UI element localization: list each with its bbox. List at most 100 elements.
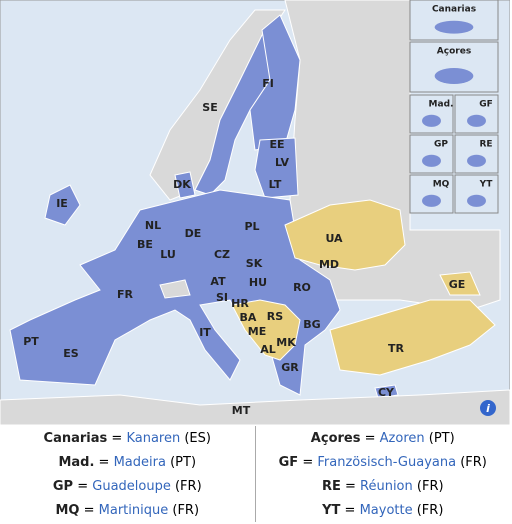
- country-label: SK: [246, 257, 263, 270]
- legend-equals: =: [77, 478, 89, 494]
- country-label: BG: [303, 318, 320, 331]
- inset-island: [434, 20, 474, 34]
- country-label: LU: [160, 248, 176, 261]
- legend-row: MQ = Martinique (FR) YT = Mayotte (FR): [0, 498, 510, 522]
- legend-abbr: GF: [278, 454, 299, 470]
- legend-abbr: Canarias: [43, 430, 108, 446]
- country-label: ME: [248, 325, 266, 338]
- legend-cell: Açores = Azoren (PT): [255, 426, 510, 450]
- legend-link[interactable]: Azoren: [379, 430, 425, 446]
- country-label: FI: [262, 77, 274, 90]
- inset-island: [422, 154, 441, 167]
- inset-label: MQ: [433, 180, 450, 190]
- legend-equals: =: [344, 478, 356, 494]
- legend-country: (FR): [416, 478, 444, 494]
- baltics: [254, 137, 299, 199]
- legend-country: (PT): [170, 454, 197, 470]
- legend-link[interactable]: Französisch-Guayana: [317, 454, 457, 470]
- country-label: GE: [449, 278, 466, 291]
- legend-cell: Canarias = Kanaren (ES): [0, 426, 256, 450]
- country-label: LV: [275, 156, 289, 169]
- country-label: HR: [231, 297, 249, 310]
- inset-label: GP: [434, 140, 448, 150]
- georgia: [439, 271, 481, 296]
- legend-abbr: Açores: [310, 430, 361, 446]
- country-label: EE: [269, 138, 284, 151]
- legend-country: (FR): [172, 502, 200, 518]
- legend-link[interactable]: Madeira: [113, 454, 166, 470]
- country-label: DE: [185, 227, 202, 240]
- legend-equals: =: [364, 430, 376, 446]
- legend-country: (FR): [416, 502, 444, 518]
- legend-link[interactable]: Réunion: [360, 478, 413, 494]
- legend-country: (PT): [428, 430, 455, 446]
- legend: Canarias = Kanaren (ES) Açores = Azoren (…: [0, 426, 510, 522]
- country-label: CY: [378, 386, 395, 399]
- legend-link[interactable]: Mayotte: [359, 502, 413, 518]
- legend-link[interactable]: Martinique: [98, 502, 169, 518]
- inset-label: Canarias: [432, 5, 476, 15]
- switzerland: [159, 279, 191, 299]
- denmark: [174, 171, 196, 199]
- country-label: IT: [199, 326, 211, 339]
- country-label: RS: [267, 310, 283, 323]
- legend-abbr: RE: [321, 478, 341, 494]
- country-label: HU: [249, 276, 267, 289]
- insets: Canarias Açores Mad. GF GP RE MQ YT: [409, 0, 499, 214]
- country-label: PL: [244, 220, 259, 233]
- inset-island: [422, 114, 441, 127]
- country-label: TR: [388, 342, 405, 355]
- country-label: MK: [276, 336, 296, 349]
- cyprus: [374, 384, 399, 399]
- inset-label: Açores: [437, 47, 471, 57]
- country-label: PT: [23, 335, 39, 348]
- country-label: ES: [63, 347, 79, 360]
- legend-country: (ES): [184, 430, 211, 446]
- map: Canarias Açores Mad. GF GP RE MQ YT i SE FI EE LV L…: [0, 0, 510, 425]
- legend-country: (FR): [460, 454, 487, 470]
- country-label: GR: [281, 361, 299, 374]
- legend-equals: =: [83, 502, 95, 518]
- legend-cell: Mad. = Madeira (PT): [0, 450, 256, 474]
- inset-label: Mad.: [429, 100, 454, 110]
- inset-label: RE: [479, 140, 492, 150]
- legend-link[interactable]: Kanaren: [126, 430, 181, 446]
- legend-equals: =: [111, 430, 123, 446]
- country-label: BE: [137, 238, 153, 251]
- inset-island: [467, 194, 486, 207]
- legend-link[interactable]: Guadeloupe: [92, 478, 171, 494]
- legend-equals: =: [302, 454, 314, 470]
- legend-country: (FR): [174, 478, 202, 494]
- ireland: [44, 184, 81, 226]
- country-label: AL: [260, 343, 276, 356]
- legend-cell: RE = Réunion (FR): [255, 474, 510, 498]
- legend-cell: MQ = Martinique (FR): [0, 498, 256, 522]
- legend-abbr: GP: [52, 478, 74, 494]
- country-label: AT: [210, 275, 226, 288]
- legend-cell: GP = Guadeloupe (FR): [0, 474, 256, 498]
- africa: [0, 389, 510, 425]
- legend-cell: YT = Mayotte (FR): [255, 498, 510, 522]
- info-icon[interactable]: [480, 400, 496, 416]
- legend-row: Canarias = Kanaren (ES) Açores = Azoren (…: [0, 426, 510, 450]
- inset-island: [422, 194, 441, 207]
- country-label: MD: [319, 258, 339, 271]
- ukraine: [284, 199, 406, 271]
- country-label: DK: [173, 178, 191, 191]
- legend-cell: GF = Französisch-Guayana (FR): [255, 450, 510, 474]
- country-label: SI: [216, 291, 228, 304]
- legend-row: Mad. = Madeira (PT) GF = Französisch-Guay…: [0, 450, 510, 474]
- country-label: NL: [145, 219, 161, 232]
- legend-abbr: MQ: [55, 502, 80, 518]
- country-label: SE: [202, 101, 217, 114]
- legend-equals: =: [98, 454, 110, 470]
- country-label: LT: [269, 178, 282, 191]
- turkey: [329, 299, 496, 376]
- info-icon-text[interactable]: i: [486, 402, 490, 415]
- country-label: CZ: [214, 248, 230, 261]
- legend-abbr: YT: [322, 502, 341, 518]
- legend-abbr: Mad.: [58, 454, 95, 470]
- legend-row: GP = Guadeloupe (FR) RE = Réunion (FR): [0, 474, 510, 498]
- inset-island: [434, 68, 474, 84]
